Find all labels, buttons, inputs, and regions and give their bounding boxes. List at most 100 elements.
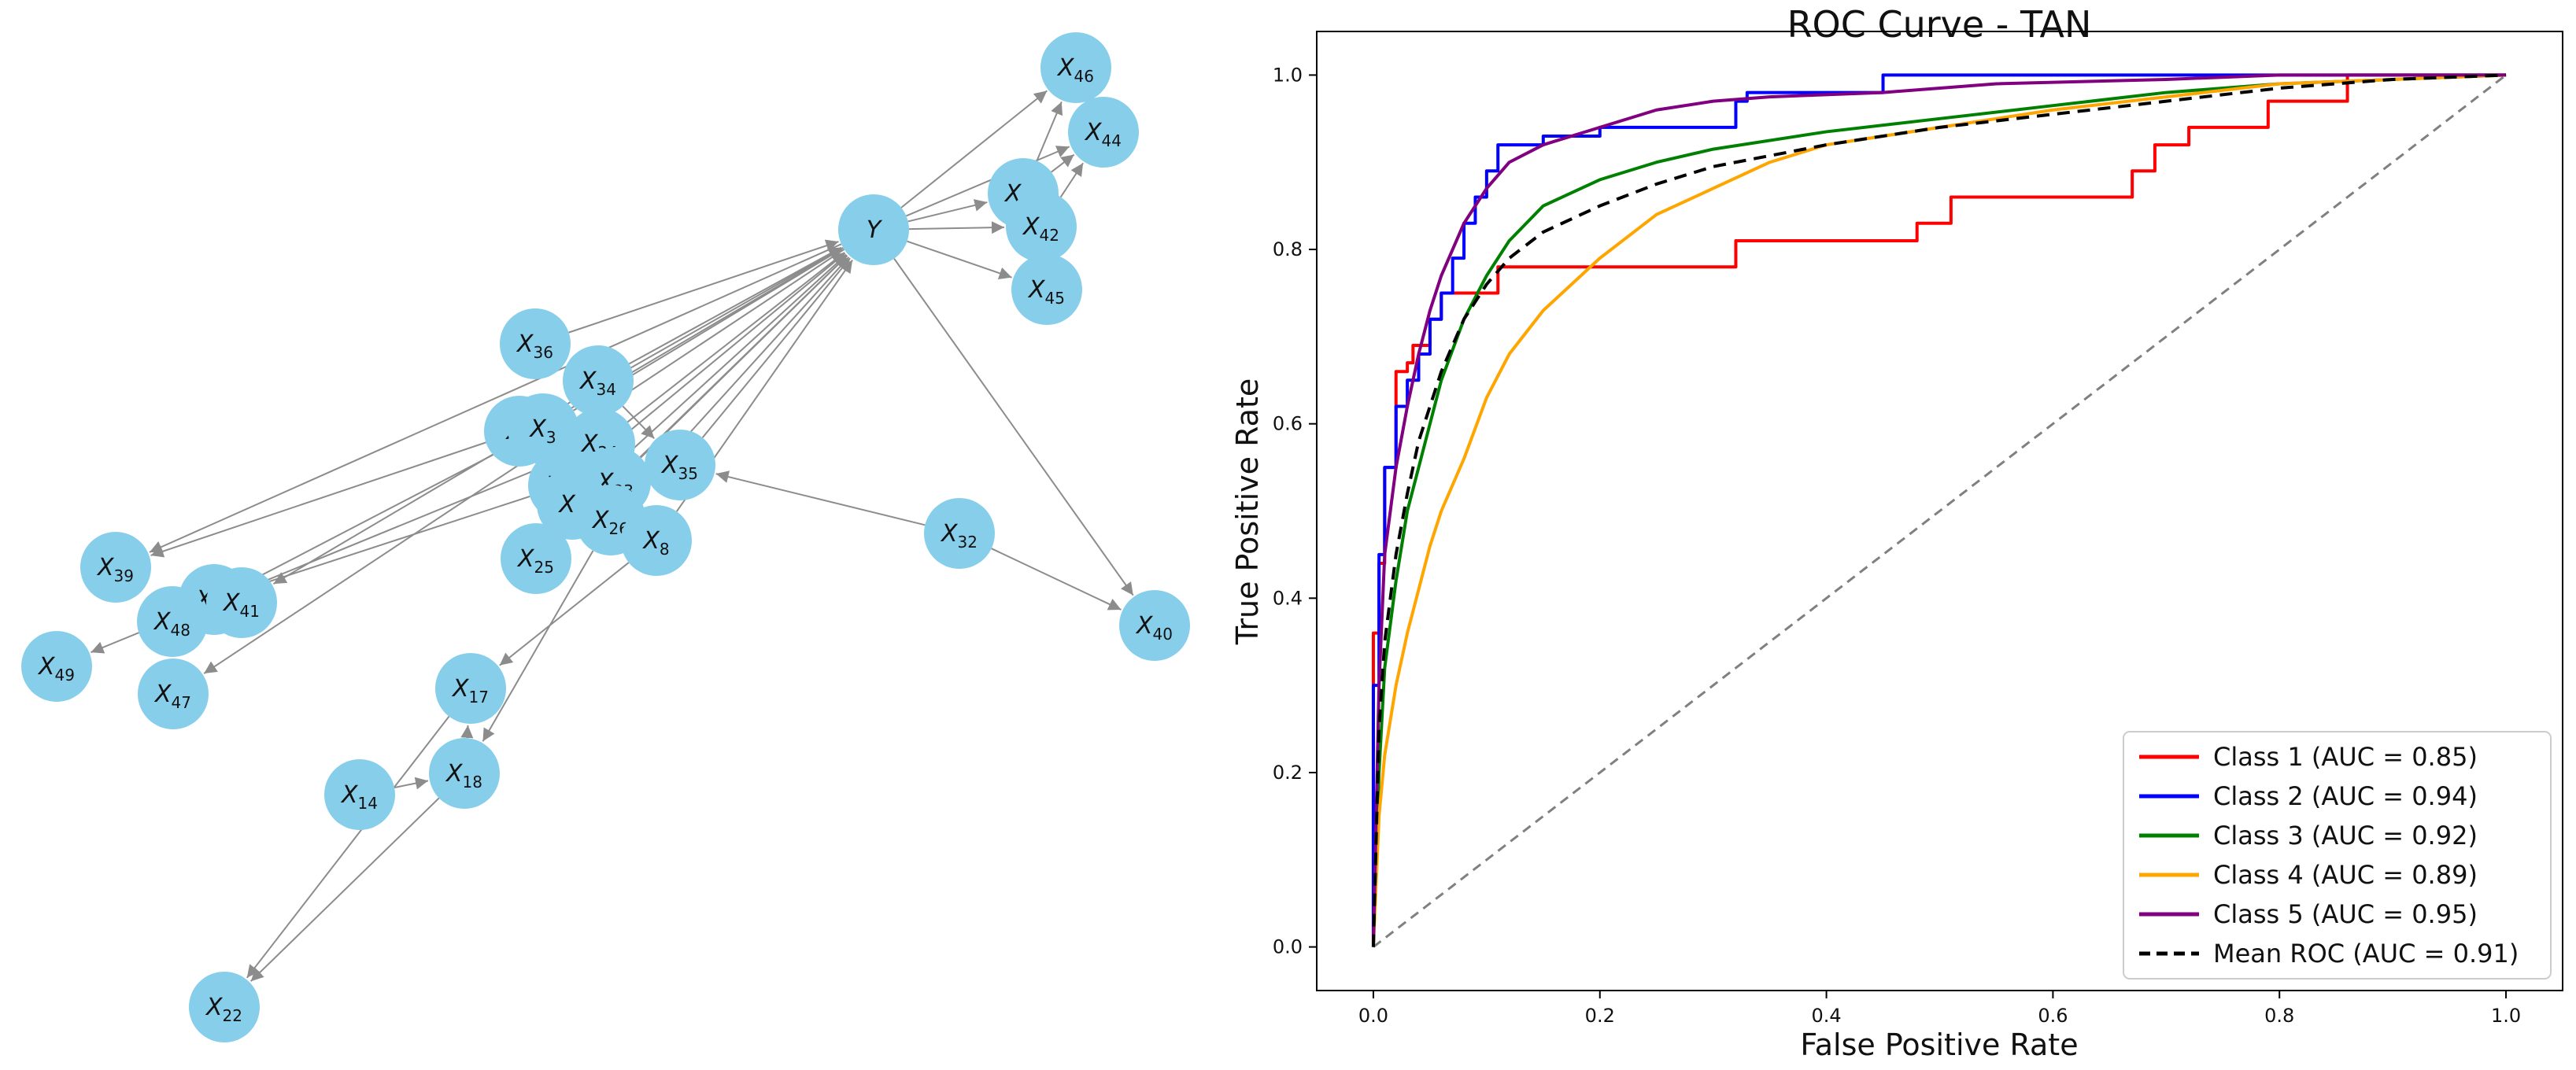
graph-node: X44 <box>1068 97 1139 168</box>
graph-node-circle <box>137 586 208 657</box>
graph-node-label: X44 <box>1084 119 1122 150</box>
y-tick-label: 1.0 <box>1273 64 1303 86</box>
graph-node-circle <box>1119 590 1190 661</box>
graph-edge <box>590 253 846 464</box>
graph-edge <box>626 252 845 423</box>
graph-node-label: X48 <box>153 608 190 640</box>
graph-nodes: YX46X44X43X42X45X36X34X5X3X24X35X38X23X4… <box>21 32 1190 1042</box>
legend-entry: Class 3 (AUC = 0.92) <box>2213 821 2478 850</box>
graph-node-circle <box>500 308 571 379</box>
graph-node-circle <box>501 523 571 594</box>
graph-node-circle <box>435 653 506 724</box>
graph-node-circle <box>21 631 92 702</box>
graph-node: X32 <box>924 498 995 569</box>
roc-series-line <box>1371 73 2507 947</box>
graph-node-label: X46 <box>1056 54 1094 86</box>
y-tick-label: 0.4 <box>1273 587 1303 609</box>
graph-edge <box>460 725 474 739</box>
graph-node-label: X14 <box>340 781 378 813</box>
graph-node-circle <box>206 567 277 638</box>
graph-node-circle <box>621 505 692 576</box>
graph-node: X49 <box>21 631 92 702</box>
graph-edge <box>249 496 530 591</box>
y-tick-label: 0.0 <box>1273 936 1303 958</box>
graph-edge <box>701 257 851 438</box>
graph-node: X36 <box>500 308 571 379</box>
graph-node-circle <box>563 345 634 416</box>
graph-node-label: X36 <box>516 330 553 362</box>
graph-edge <box>1036 101 1063 161</box>
graph-edge <box>622 405 655 439</box>
graph-node: Y <box>838 194 909 265</box>
graph-node-label: X25 <box>516 545 554 577</box>
graph-edge <box>149 243 842 553</box>
graph-node: X35 <box>645 430 715 500</box>
graph-node-label: Y <box>867 216 883 244</box>
graph-node-circle <box>80 532 151 603</box>
graph-edge <box>597 253 847 482</box>
y-axis-label: True Positive Rate <box>1230 378 1265 646</box>
graph-edge <box>991 548 1122 611</box>
graph-edge <box>499 562 630 666</box>
graph-node-label: X47 <box>153 681 191 712</box>
graph-node: X3 <box>508 393 578 464</box>
graph-node: X45 <box>1011 254 1082 325</box>
graph-edge <box>568 239 839 334</box>
graph-node-label: X41 <box>222 589 260 621</box>
graph-node: X25 <box>501 523 571 594</box>
graph-node: X8 <box>621 505 692 576</box>
graph-node-label: X3 <box>528 415 556 447</box>
x-tick-label: 0.6 <box>2038 1005 2068 1027</box>
graph-edge <box>907 199 988 223</box>
graph-node: X22 <box>189 972 260 1042</box>
graph-node-circle <box>1011 254 1082 325</box>
chart-title: ROC Curve - TAN <box>1787 3 2092 46</box>
graph-edge <box>249 797 440 982</box>
graph-node-circle <box>189 972 260 1042</box>
graph-node-circle <box>508 393 578 464</box>
graph-node: X42 <box>1006 191 1077 262</box>
legend-entry: Mean ROC (AUC = 0.91) <box>2213 939 2519 969</box>
y-tick-label: 0.6 <box>1273 413 1303 435</box>
chance-diagonal-line <box>1373 74 2507 948</box>
graph-node: X47 <box>138 659 209 729</box>
y-tick-label: 0.8 <box>1273 238 1303 260</box>
x-axis-label: False Positive Rate <box>1800 1028 2078 1062</box>
graph-edge <box>900 90 1048 208</box>
graph-node: X48 <box>137 586 208 657</box>
graph-edge <box>1051 153 1075 173</box>
roc-series-line <box>1371 73 2507 947</box>
graph-node-label: X22 <box>205 994 242 1025</box>
graph-node-circle <box>429 738 500 809</box>
roc-series-line <box>1371 73 2507 947</box>
graph-edge <box>394 777 429 790</box>
x-tick-label: 1.0 <box>2491 1005 2521 1027</box>
graph-node-circle <box>924 498 995 569</box>
graph-node: X17 <box>435 653 506 724</box>
x-tick-label: 0.4 <box>1812 1005 1842 1027</box>
graph-node-label: X42 <box>1022 213 1059 245</box>
graph-node-circle <box>1068 97 1139 168</box>
graph-node-circle <box>1006 191 1077 262</box>
roc-chart: ROC Curve - TAN 0.0 0.2 0.4 0.6 0.8 1.0 0.00.… <box>1230 3 2563 1062</box>
legend-box <box>2123 731 2552 980</box>
graph-edge <box>628 246 842 365</box>
x-axis-ticks: 0.0 0.2 0.4 0.6 0.8 1.0 <box>1358 991 2521 1027</box>
graph-edge <box>246 715 450 979</box>
graph-node-label: X39 <box>96 554 134 585</box>
y-axis-ticks: 0.0 0.2 0.4 0.6 0.8 1.0 <box>1273 64 1317 958</box>
graph-node-circle <box>838 194 909 265</box>
graph-edge <box>715 470 926 526</box>
graph-node-circle <box>324 759 395 830</box>
graph-node-label: X35 <box>660 452 698 483</box>
graph-edge <box>906 146 1070 217</box>
graph-edge <box>908 221 1005 234</box>
graph-node-label: X34 <box>578 367 616 399</box>
graph-node: X18 <box>429 738 500 809</box>
bayesian-network-graph: YX46X44X43X42X45X36X34X5X3X24X35X38X23X4… <box>21 32 1190 1042</box>
roc-series-line <box>1371 73 2507 947</box>
graph-edge <box>1059 162 1084 197</box>
legend: Class 1 (AUC = 0.85) Class 2 (AUC = 0.94)… <box>2123 731 2552 980</box>
graph-node-label: X49 <box>37 653 75 684</box>
graph-node: X39 <box>80 532 151 603</box>
